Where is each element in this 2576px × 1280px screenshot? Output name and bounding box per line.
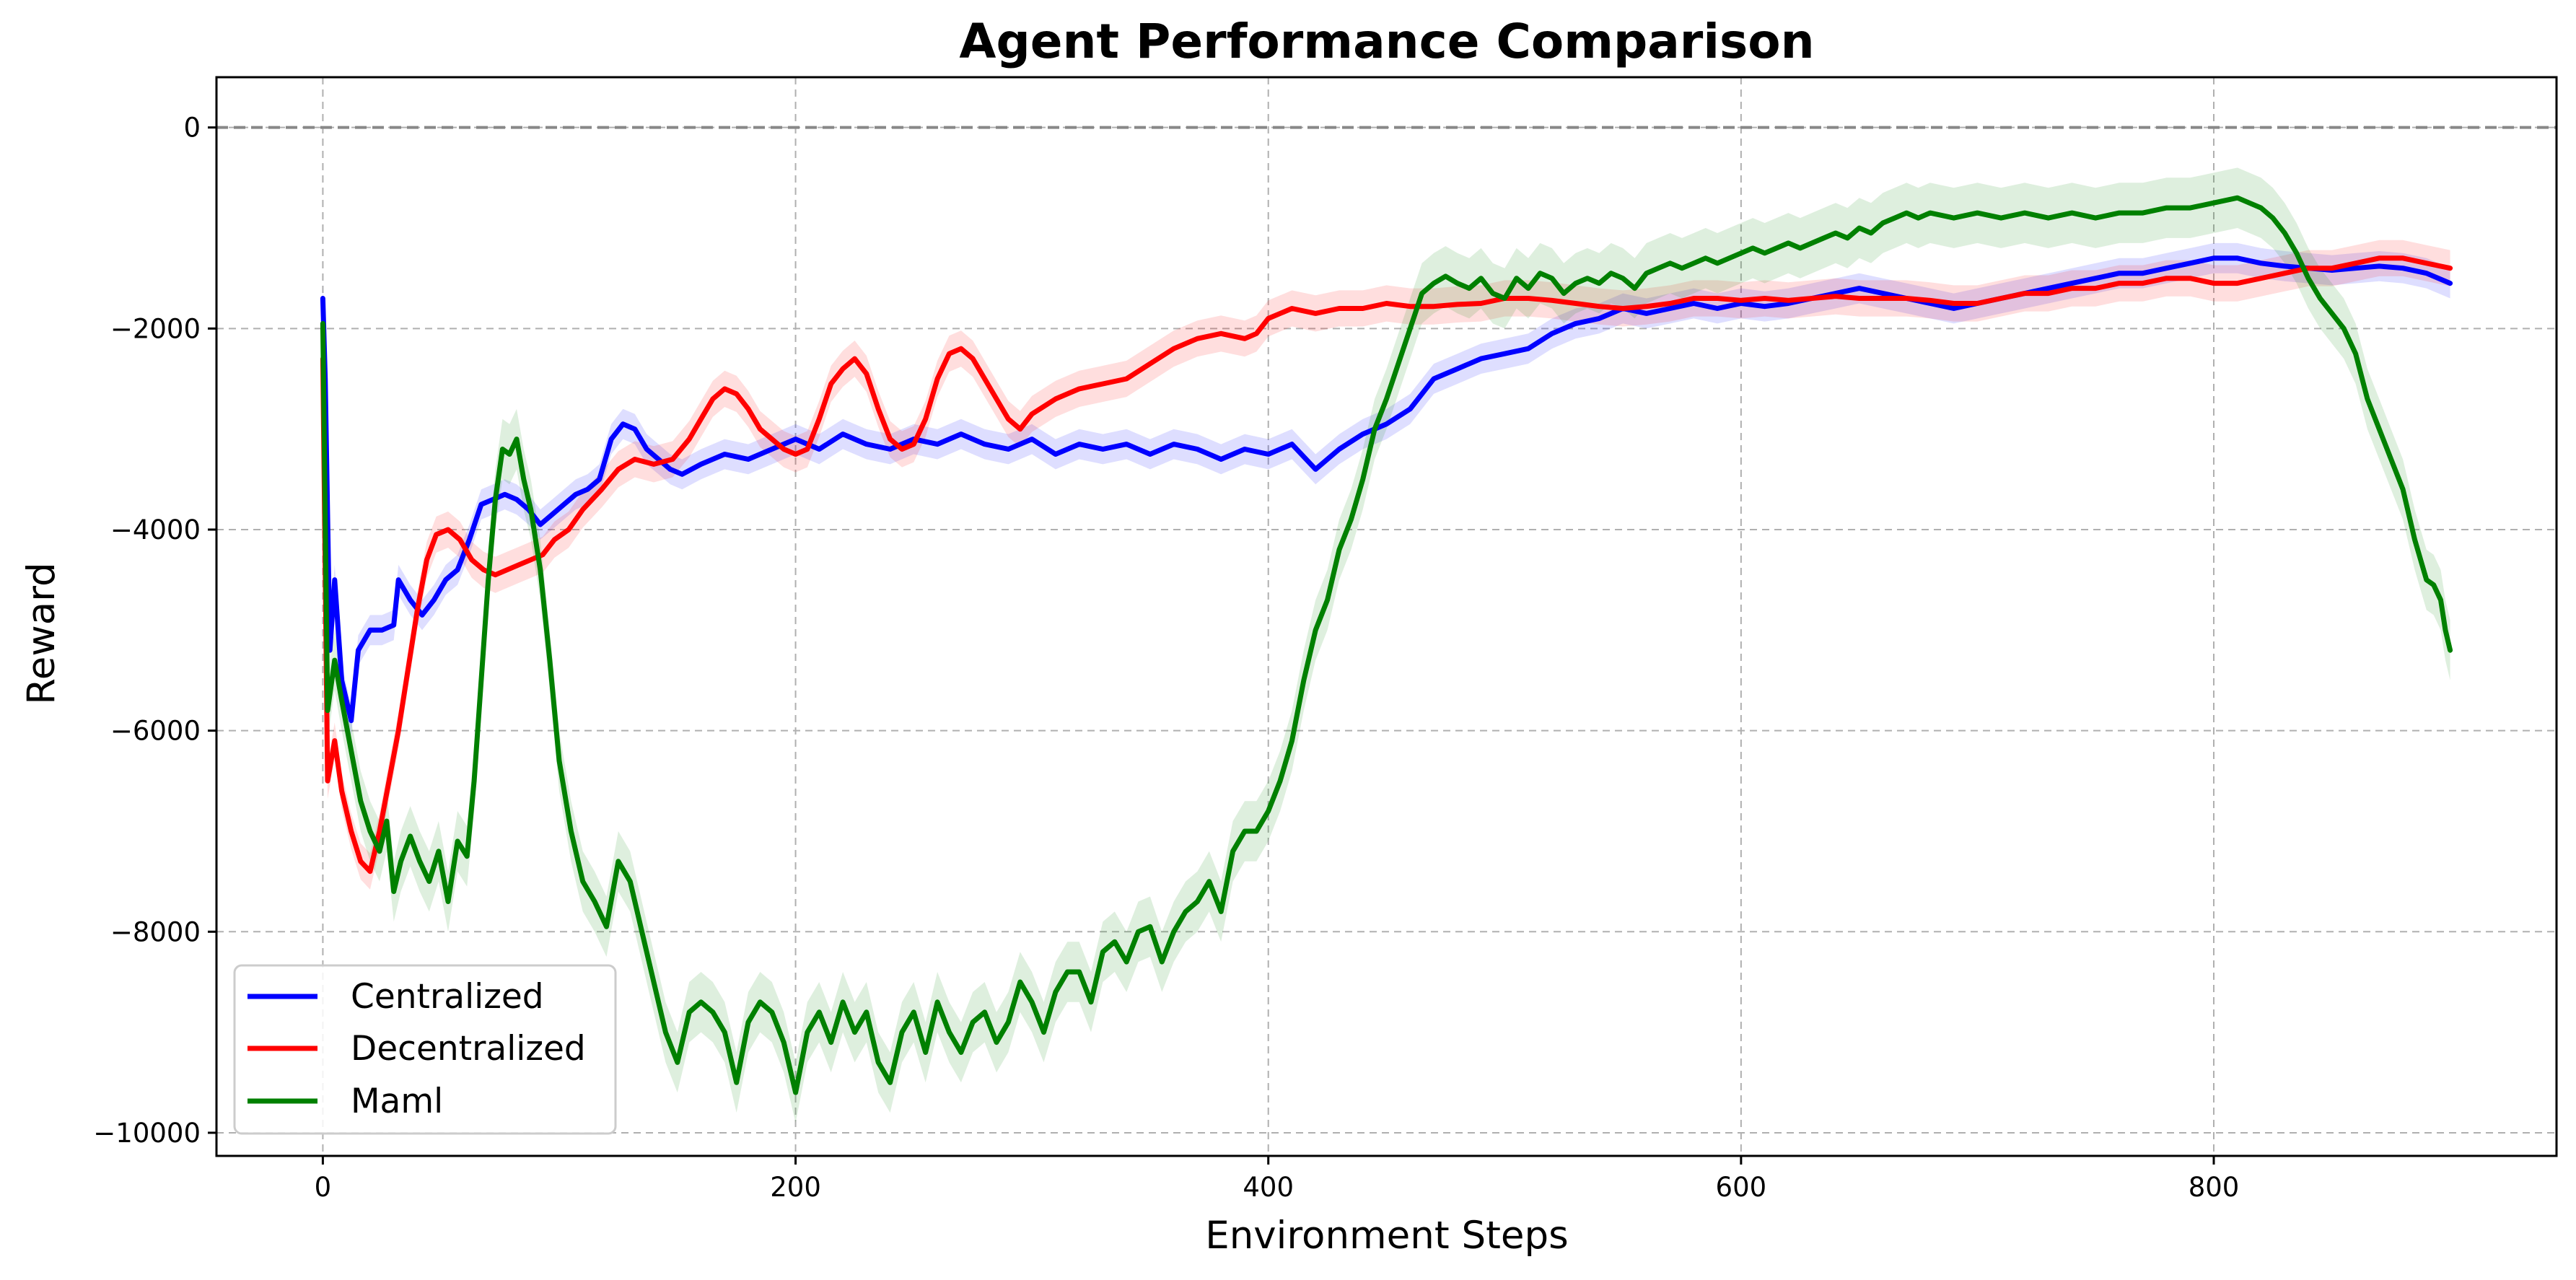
series-line-decentralized (320, 255, 2453, 874)
plot-frame (215, 76, 2558, 1157)
x-tick-label: 200 (770, 1172, 821, 1203)
y-tick-label: −8000 (110, 916, 201, 947)
y-tick-label: −10000 (93, 1118, 201, 1149)
x-tick-label: 600 (1716, 1172, 1767, 1203)
series-line-maml (320, 195, 2453, 1095)
y-axis-ticks: 0 −2000 −4000 −6000 −8000 −10000 (93, 113, 216, 1149)
legend-label-decentralized: Decentralized (351, 1029, 586, 1069)
series-lines (320, 195, 2453, 1095)
x-tick-label: 0 (315, 1172, 332, 1203)
legend-label-maml: Maml (351, 1082, 443, 1121)
legend-frame (233, 964, 617, 1135)
legend-label-centralized: Centralized (351, 977, 544, 1017)
y-tick-label: −6000 (110, 716, 201, 747)
y-tick-label: 0 (183, 113, 201, 144)
y-tick-label: −2000 (110, 313, 201, 344)
x-tick-label: 800 (2189, 1172, 2240, 1203)
x-axis-label: Environment Steps (1205, 1214, 1569, 1258)
x-axis-ticks: 0 200 400 600 800 (315, 1156, 2240, 1203)
y-axis-label: Reward (19, 562, 63, 704)
y-tick-label: −4000 (110, 514, 201, 545)
legend: Centralized Decentralized Maml (233, 964, 617, 1135)
x-tick-label: 400 (1243, 1172, 1294, 1203)
chart-title: Agent Performance Comparison (959, 14, 1814, 69)
